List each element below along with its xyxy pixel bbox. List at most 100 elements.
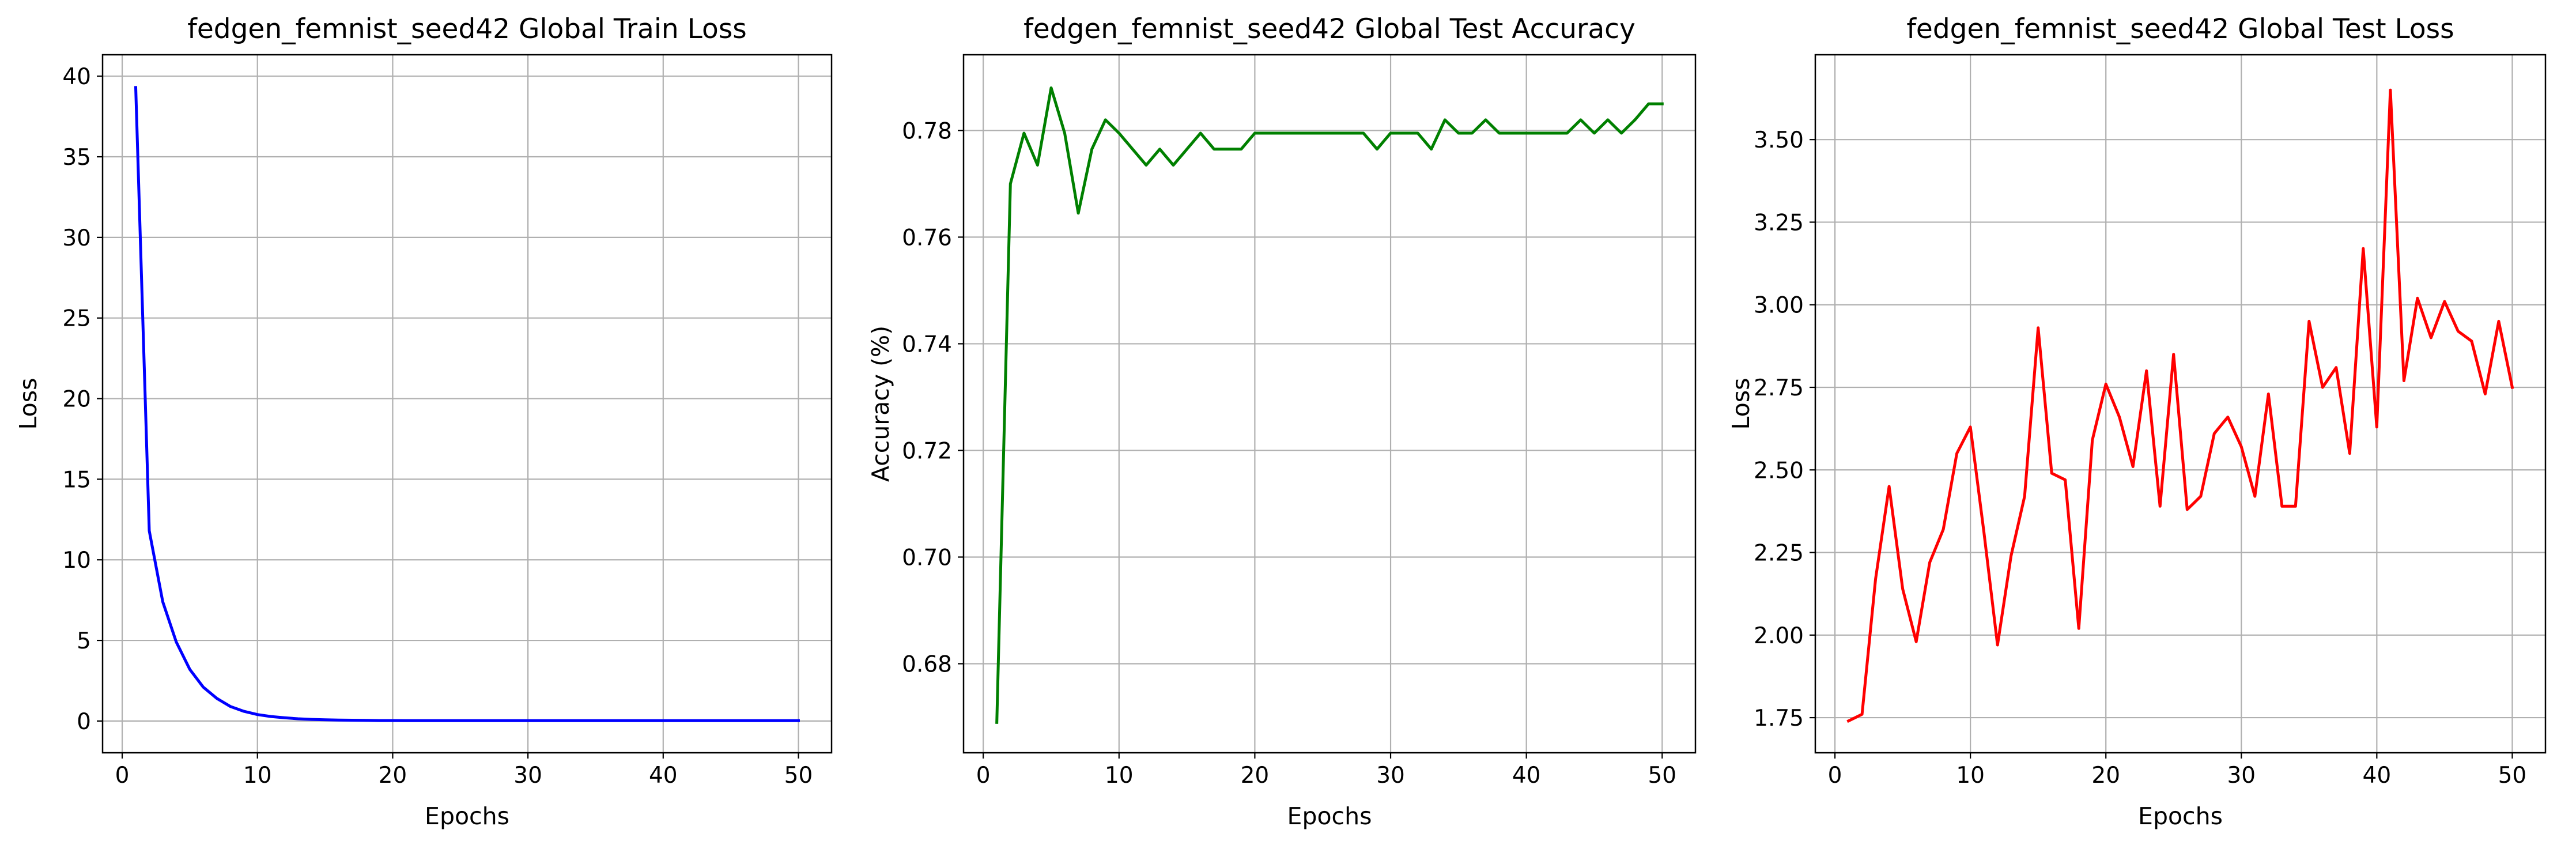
test-accuracy-data-point <box>1321 131 1324 135</box>
train-loss-data-point <box>675 719 678 722</box>
test-accuracy-data-point <box>1185 148 1189 151</box>
test-loss-data-point <box>2375 425 2378 429</box>
test-loss-y-ticks: 1.75 2.00 2.25 2.50 2.75 3.00 3.25 3.50 <box>1754 127 1815 731</box>
test-loss-x-tick-label: 10 <box>1956 763 1985 789</box>
test-loss-data-point <box>2118 416 2121 419</box>
test-loss-data-point <box>2321 386 2324 389</box>
train-loss-data-point <box>756 719 760 722</box>
train-loss-x-tick-label: 0 <box>115 763 130 789</box>
test-accuracy-data-point <box>995 720 999 724</box>
train-loss-panel: 0 10 20 30 40 50 0 5 10 15 20 25 30 35 40 fedgen_femn… <box>14 13 833 830</box>
test-loss-y-tick-label: 3.00 <box>1754 293 1804 319</box>
test-accuracy-data-point <box>1158 148 1162 151</box>
train-loss-data-point <box>580 719 584 722</box>
test-loss-data-point <box>2307 319 2311 323</box>
test-accuracy-data-point <box>1009 182 1012 186</box>
test-loss-line-layer <box>1846 88 2514 723</box>
train-loss-data-point <box>689 719 692 722</box>
test-loss-data-point <box>2280 504 2284 508</box>
train-loss-x-tick-label: 50 <box>784 763 813 789</box>
train-loss-data-point <box>202 685 205 689</box>
train-loss-data-point <box>459 719 462 722</box>
test-loss-data-point <box>1874 577 1878 580</box>
train-loss-data-point <box>607 719 611 722</box>
test-accuracy-data-point <box>1063 131 1067 135</box>
test-accuracy-data-point <box>1538 131 1542 135</box>
test-accuracy-data-point <box>1213 148 1216 151</box>
train-loss-data-point <box>783 719 787 722</box>
train-loss-y-tick-label: 5 <box>77 628 91 654</box>
train-loss-data-point <box>269 715 273 718</box>
test-loss-title: fedgen_femnist_seed42 Global Test Loss <box>1906 13 2454 45</box>
train-loss-data-point <box>175 640 178 644</box>
test-loss-y-tick-label: 1.75 <box>1754 706 1804 731</box>
test-loss-data-point <box>2443 300 2446 303</box>
test-accuracy-y-tick-label: 0.74 <box>902 331 952 357</box>
test-accuracy-data-point <box>1131 148 1134 151</box>
test-loss-data-point <box>2145 369 2148 372</box>
train-loss-data-point <box>377 719 381 722</box>
test-loss-axes-frame <box>1814 54 2547 754</box>
test-loss-data-point <box>2348 452 2351 455</box>
test-loss-data-point <box>1996 643 1999 647</box>
train-loss-data-point <box>513 719 516 722</box>
test-accuracy-y-axis-label: Accuracy (%) <box>867 326 894 482</box>
test-loss-y-tick-label: 2.25 <box>1754 541 1804 567</box>
test-accuracy-data-point <box>1172 164 1175 167</box>
test-loss-data-point <box>1955 452 1959 455</box>
test-accuracy-data-point <box>1240 148 1243 151</box>
train-loss-x-ticks: 0 10 20 30 40 50 <box>115 753 813 789</box>
test-loss-data-point <box>1969 425 1972 429</box>
test-loss-data-point <box>2131 465 2135 469</box>
test-loss-data-point <box>2483 393 2487 396</box>
test-accuracy-series-line <box>995 86 1664 724</box>
test-accuracy-data-point <box>1606 118 1610 122</box>
test-loss-data-point <box>2497 319 2501 323</box>
test-loss-data-point <box>2294 504 2297 508</box>
train-loss-data-point <box>797 719 800 722</box>
test-loss-data-point <box>1942 527 1945 531</box>
train-loss-y-tick-label: 10 <box>62 548 91 574</box>
train-loss-data-point <box>229 705 232 708</box>
test-accuracy-data-point <box>1430 148 1433 151</box>
train-loss-y-tick-label: 25 <box>62 306 91 332</box>
test-accuracy-x-tick-label: 40 <box>1512 763 1541 789</box>
test-loss-data-point <box>2091 439 2094 442</box>
train-loss-grid <box>103 55 832 753</box>
test-loss-data-point <box>2239 445 2243 448</box>
test-loss-data-point <box>2335 366 2338 369</box>
test-accuracy-y-tick-label: 0.78 <box>902 118 952 144</box>
test-loss-data-point <box>2023 495 2026 498</box>
test-accuracy-x-tick-label: 50 <box>1648 763 1676 789</box>
test-loss-data-point <box>1982 531 1986 534</box>
test-loss-data-point <box>2104 382 2107 386</box>
test-loss-data-point <box>2510 386 2514 389</box>
test-accuracy-data-point <box>1226 148 1229 151</box>
test-accuracy-y-tick-label: 0.70 <box>902 545 952 571</box>
test-loss-y-axis-label: Loss <box>1727 378 1755 430</box>
test-accuracy-data-point <box>1633 118 1637 122</box>
train-loss-line-layer <box>134 86 800 722</box>
test-loss-data-point <box>2389 88 2392 92</box>
train-loss-data-point <box>621 719 624 722</box>
train-loss-x-axis-label: Epochs <box>425 802 509 830</box>
test-accuracy-data-point <box>1348 131 1351 135</box>
train-loss-y-tick-label: 20 <box>62 387 91 413</box>
test-loss-x-ticks: 0 10 20 30 40 50 <box>1828 753 2526 789</box>
test-loss-data-point <box>2402 379 2405 383</box>
test-loss-data-point <box>2212 432 2216 435</box>
test-loss-data-point <box>1901 587 1905 591</box>
test-loss-data-point <box>1914 640 1918 643</box>
test-loss-data-point <box>1887 485 1891 488</box>
test-loss-data-point <box>2253 495 2257 498</box>
train-loss-data-point <box>283 716 286 719</box>
test-accuracy-data-point <box>1362 131 1365 135</box>
train-loss-data-point <box>702 719 705 722</box>
train-loss-title: fedgen_femnist_seed42 Global Train Loss <box>187 13 746 45</box>
test-loss-y-tick-label: 2.00 <box>1754 623 1804 649</box>
test-loss-data-point <box>1860 712 1864 716</box>
train-loss-data-point <box>445 719 448 722</box>
test-accuracy-title: fedgen_femnist_seed42 Global Test Accura… <box>1023 13 1636 45</box>
train-loss-series-line <box>134 86 800 722</box>
